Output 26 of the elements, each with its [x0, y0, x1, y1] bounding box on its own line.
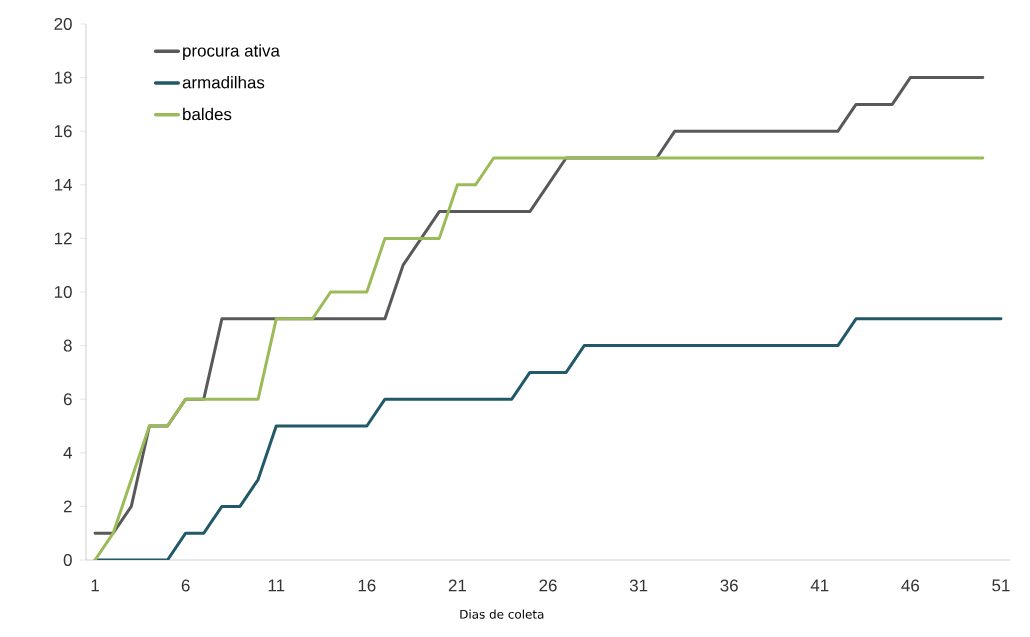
y-tick-label: 20	[54, 17, 72, 30]
y-tick-label: 12	[54, 232, 72, 245]
x-tick-label: 31	[629, 579, 648, 592]
y-tick-label: 18	[54, 71, 72, 84]
x-tick-label: 36	[720, 579, 738, 592]
y-tick-label: 10	[54, 286, 72, 298]
x-tick-label: 51	[992, 579, 1010, 592]
y-tick-label: 16	[54, 125, 72, 138]
x-tick-label: 46	[901, 579, 920, 592]
y-tick-label: 14	[54, 178, 72, 191]
legend-label: procura ativa	[183, 44, 280, 61]
legend-label: baldes	[183, 107, 232, 121]
y-tick-label: 0	[63, 554, 72, 566]
x-axis-title: Dias de coleta	[460, 609, 544, 619]
x-tick-label: 1	[91, 579, 99, 592]
legend-label: armadilhas	[182, 76, 265, 89]
y-tick-label: 8	[63, 339, 72, 352]
x-tick-label: 21	[448, 579, 467, 592]
x-tick-label: 6	[181, 579, 190, 592]
x-tick-label: 11	[268, 579, 285, 592]
y-tick-label: 2	[63, 500, 72, 513]
y-tick-label: 6	[63, 393, 72, 406]
x-tick-label: 41	[810, 579, 829, 592]
x-tick-label: 26	[539, 579, 557, 592]
y-tick-label: 4	[63, 446, 72, 459]
x-tick-label: 16	[358, 579, 376, 592]
